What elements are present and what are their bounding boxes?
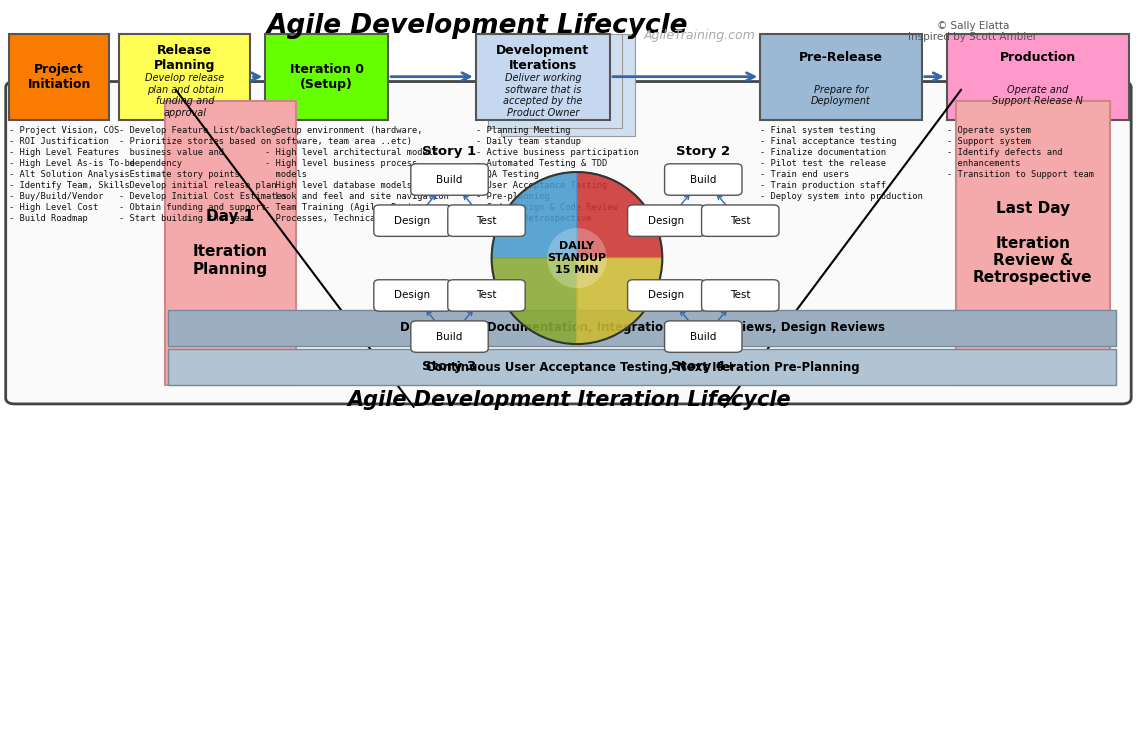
- Text: Design: Design: [395, 290, 430, 301]
- Text: Build: Build: [690, 174, 717, 185]
- FancyBboxPatch shape: [701, 280, 778, 311]
- FancyBboxPatch shape: [411, 321, 488, 352]
- Text: Build: Build: [436, 174, 463, 185]
- FancyBboxPatch shape: [119, 34, 250, 120]
- Text: - Planning Meeting
- Daily team standup
- Active business participation
- Automa: - Planning Meeting - Daily team standup …: [476, 126, 638, 224]
- Text: Development
Iterations: Development Iterations: [496, 43, 589, 72]
- Text: Daily Builds, Documentation, Integration, Code Reviews, Design Reviews: Daily Builds, Documentation, Integration…: [399, 321, 885, 334]
- Text: Story 4+: Story 4+: [670, 360, 736, 373]
- Text: Production: Production: [999, 52, 1077, 64]
- Text: Build: Build: [690, 331, 717, 342]
- Text: Test: Test: [476, 290, 497, 301]
- Text: Story 1: Story 1: [422, 145, 477, 159]
- FancyBboxPatch shape: [265, 34, 388, 120]
- Text: Release
Planning: Release Planning: [155, 43, 215, 72]
- FancyBboxPatch shape: [760, 34, 922, 120]
- FancyBboxPatch shape: [956, 101, 1110, 385]
- Ellipse shape: [547, 228, 607, 288]
- FancyBboxPatch shape: [665, 164, 742, 195]
- Text: - Operate system
- Support system
- Identify defects and
  enhancements
- Transi: - Operate system - Support system - Iden…: [947, 126, 1094, 179]
- Text: AgileTraining.com: AgileTraining.com: [644, 28, 756, 42]
- FancyBboxPatch shape: [9, 34, 109, 120]
- Text: Iteration 0
(Setup): Iteration 0 (Setup): [289, 63, 364, 91]
- Text: © Sally Elatta
Inspired by Scott Ambler: © Sally Elatta Inspired by Scott Ambler: [908, 21, 1038, 42]
- Text: Build: Build: [436, 331, 463, 342]
- FancyBboxPatch shape: [628, 205, 704, 236]
- FancyBboxPatch shape: [628, 280, 704, 311]
- Text: Continuous User Acceptance Testing, Next Iteration Pre-Planning: Continuous User Acceptance Testing, Next…: [426, 361, 859, 374]
- Text: - Develop Feature List/backlog
- Prioritize stories based on
  business value an: - Develop Feature List/backlog - Priorit…: [119, 126, 288, 224]
- Text: Design: Design: [649, 215, 684, 226]
- Text: Test: Test: [729, 290, 751, 301]
- Text: Last Day

Iteration
Review &
Retrospective: Last Day Iteration Review & Retrospectiv…: [973, 200, 1092, 286]
- Polygon shape: [577, 258, 662, 344]
- Text: Operate and
Support Release N: Operate and Support Release N: [992, 85, 1083, 106]
- FancyBboxPatch shape: [476, 34, 610, 120]
- FancyBboxPatch shape: [168, 310, 1116, 346]
- FancyBboxPatch shape: [947, 34, 1129, 120]
- FancyBboxPatch shape: [701, 205, 778, 236]
- Text: - Setup environment (hardware,
  software, team area ..etc)
- High level archite: - Setup environment (hardware, software,…: [265, 126, 448, 224]
- FancyBboxPatch shape: [373, 280, 451, 311]
- Text: Project
Initiation: Project Initiation: [27, 63, 91, 91]
- Text: Test: Test: [476, 215, 497, 226]
- Polygon shape: [492, 172, 577, 258]
- Text: Agile Development Lifecycle: Agile Development Lifecycle: [267, 13, 688, 39]
- FancyBboxPatch shape: [373, 205, 451, 236]
- FancyBboxPatch shape: [501, 34, 635, 136]
- Text: Day 1

Iteration
Planning: Day 1 Iteration Planning: [192, 209, 269, 277]
- Text: - Final system testing
- Final acceptance testing
- Finalize documentation
- Pil: - Final system testing - Final acceptanc…: [760, 126, 923, 201]
- Text: Test: Test: [729, 215, 751, 226]
- Text: Prepare for
Deployment: Prepare for Deployment: [811, 85, 871, 106]
- FancyBboxPatch shape: [411, 164, 488, 195]
- Text: Agile Development Iteration Lifecycle: Agile Development Iteration Lifecycle: [347, 390, 791, 410]
- Text: DAILY
STANDUP
15 MIN: DAILY STANDUP 15 MIN: [547, 242, 607, 275]
- FancyBboxPatch shape: [447, 280, 525, 311]
- Text: Design: Design: [649, 290, 684, 301]
- Text: - Project Vision, COS
- ROI Justification
- High Level Features
- High Level As-: - Project Vision, COS - ROI Justificatio…: [9, 126, 135, 224]
- Text: Story 2: Story 2: [676, 145, 731, 159]
- Text: Story 3: Story 3: [422, 360, 477, 373]
- Text: Pre-Release: Pre-Release: [799, 52, 883, 64]
- Text: Develop release
plan and obtain
funding and
approval: Develop release plan and obtain funding …: [146, 73, 224, 118]
- Text: Deliver working
software that is
accepted by the
Product Owner: Deliver working software that is accepte…: [503, 73, 583, 118]
- FancyBboxPatch shape: [165, 101, 296, 385]
- FancyBboxPatch shape: [6, 82, 1131, 404]
- Text: Design: Design: [395, 215, 430, 226]
- FancyBboxPatch shape: [488, 34, 622, 128]
- Polygon shape: [492, 258, 577, 344]
- FancyBboxPatch shape: [168, 349, 1116, 385]
- Polygon shape: [577, 172, 662, 258]
- FancyBboxPatch shape: [447, 205, 525, 236]
- FancyBboxPatch shape: [665, 321, 742, 352]
